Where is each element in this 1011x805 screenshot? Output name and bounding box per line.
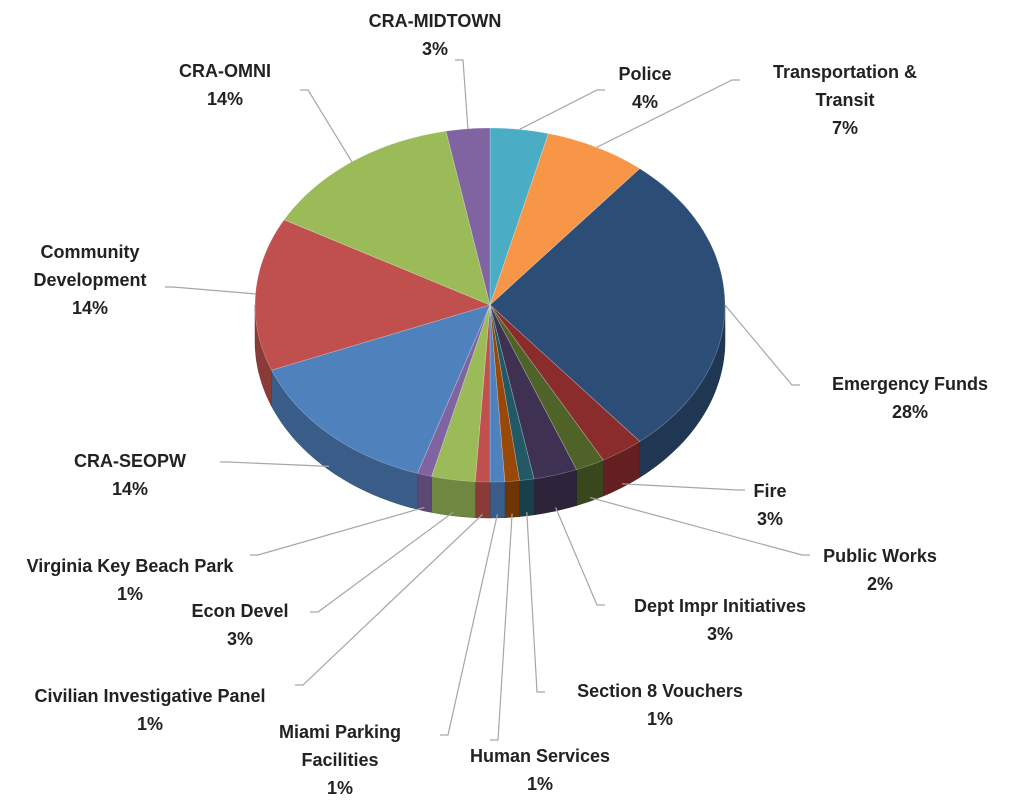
leader-line	[295, 513, 484, 686]
category-label: Miami Parking Facilities	[278, 722, 402, 770]
leader-line	[555, 507, 605, 606]
category-label: Section 8 Vouchers	[577, 681, 743, 701]
leader-line	[220, 461, 330, 467]
data-label: CRA-OMNI 14%	[155, 57, 295, 113]
pie-slice	[416, 304, 491, 477]
data-label: Emergency Funds 28%	[805, 370, 1011, 426]
category-label: Police	[618, 64, 672, 84]
leader-line	[526, 512, 545, 693]
data-label: Virginia Key Beach Park 1%	[20, 552, 240, 608]
category-label: Virginia Key Beach Park	[26, 556, 234, 576]
value-label: 1%	[526, 774, 553, 794]
leader-line	[596, 79, 740, 148]
value-label: 28%	[891, 402, 929, 422]
category-label: Emergency Funds	[831, 374, 989, 394]
category-label: Econ Devel	[191, 601, 289, 621]
data-label: CRA-SEOPW 14%	[45, 447, 215, 503]
leader-line	[440, 514, 498, 736]
data-label: Transportation & Transit 7%	[750, 58, 940, 142]
data-label: Section 8 Vouchers 1%	[545, 677, 775, 733]
pie-slice-side	[474, 481, 491, 519]
value-label: 4%	[631, 92, 658, 112]
leader-line	[490, 513, 513, 741]
pie-slice-side	[504, 480, 520, 518]
pie-slice	[431, 304, 491, 483]
pie-slice	[489, 133, 641, 306]
category-label: Fire	[753, 481, 787, 501]
pie-slice	[489, 304, 520, 483]
leader-line	[250, 506, 425, 556]
leader-line	[310, 511, 454, 613]
category-label: CRA-OMNI	[179, 61, 271, 81]
pie-slice-side	[519, 478, 535, 517]
pie-slice	[271, 304, 491, 474]
category-label: Transportation & Transit	[772, 62, 917, 110]
value-label: 7%	[831, 118, 858, 138]
data-label: Community Development 14%	[5, 238, 175, 322]
data-label: Public Works 2%	[805, 542, 955, 598]
pie-slice	[489, 304, 641, 461]
pie-slice-side	[254, 304, 272, 407]
value-label: 14%	[111, 479, 149, 499]
value-label: 3%	[421, 39, 448, 59]
category-label: Community Development	[33, 242, 147, 290]
category-label: CRA-MIDTOWN	[368, 11, 502, 31]
data-label: CRA-MIDTOWN 3%	[335, 7, 535, 63]
leader-line	[455, 59, 469, 129]
data-label: Police 4%	[585, 60, 705, 116]
pie-slice	[489, 304, 577, 480]
leader-line	[724, 304, 800, 386]
value-label: 1%	[646, 709, 673, 729]
category-label: Human Services	[469, 746, 611, 766]
leader-line	[519, 89, 605, 130]
data-label: Dept Impr Initiatives 3%	[600, 592, 840, 648]
value-label: 1%	[136, 714, 163, 734]
data-label: Civilian Investigative Panel 1%	[10, 682, 290, 738]
pie-slice-side	[489, 481, 506, 519]
category-label: Civilian Investigative Panel	[34, 686, 266, 706]
category-label: Public Works	[823, 546, 937, 566]
pie-slice-side	[417, 472, 432, 513]
data-label: Human Services 1%	[445, 742, 635, 798]
value-label: 3%	[756, 509, 783, 529]
leader-line	[165, 286, 256, 295]
data-label: Econ Devel 3%	[175, 597, 305, 653]
value-label: 14%	[206, 89, 244, 109]
value-label: 2%	[866, 574, 893, 594]
leader-line	[589, 497, 810, 556]
leader-line	[300, 89, 353, 163]
value-label: 14%	[71, 298, 109, 318]
pie-slice-side	[431, 476, 476, 518]
value-label: 1%	[116, 584, 143, 604]
value-label: 1%	[326, 778, 353, 798]
leader-line	[622, 483, 745, 491]
data-label: Fire 3%	[730, 477, 810, 533]
category-label: Dept Impr Initiatives	[633, 596, 807, 616]
data-label: Miami Parking Facilities 1%	[250, 718, 430, 802]
value-label: 3%	[706, 624, 733, 644]
value-label: 3%	[226, 629, 253, 649]
category-label: CRA-SEOPW	[74, 451, 186, 471]
